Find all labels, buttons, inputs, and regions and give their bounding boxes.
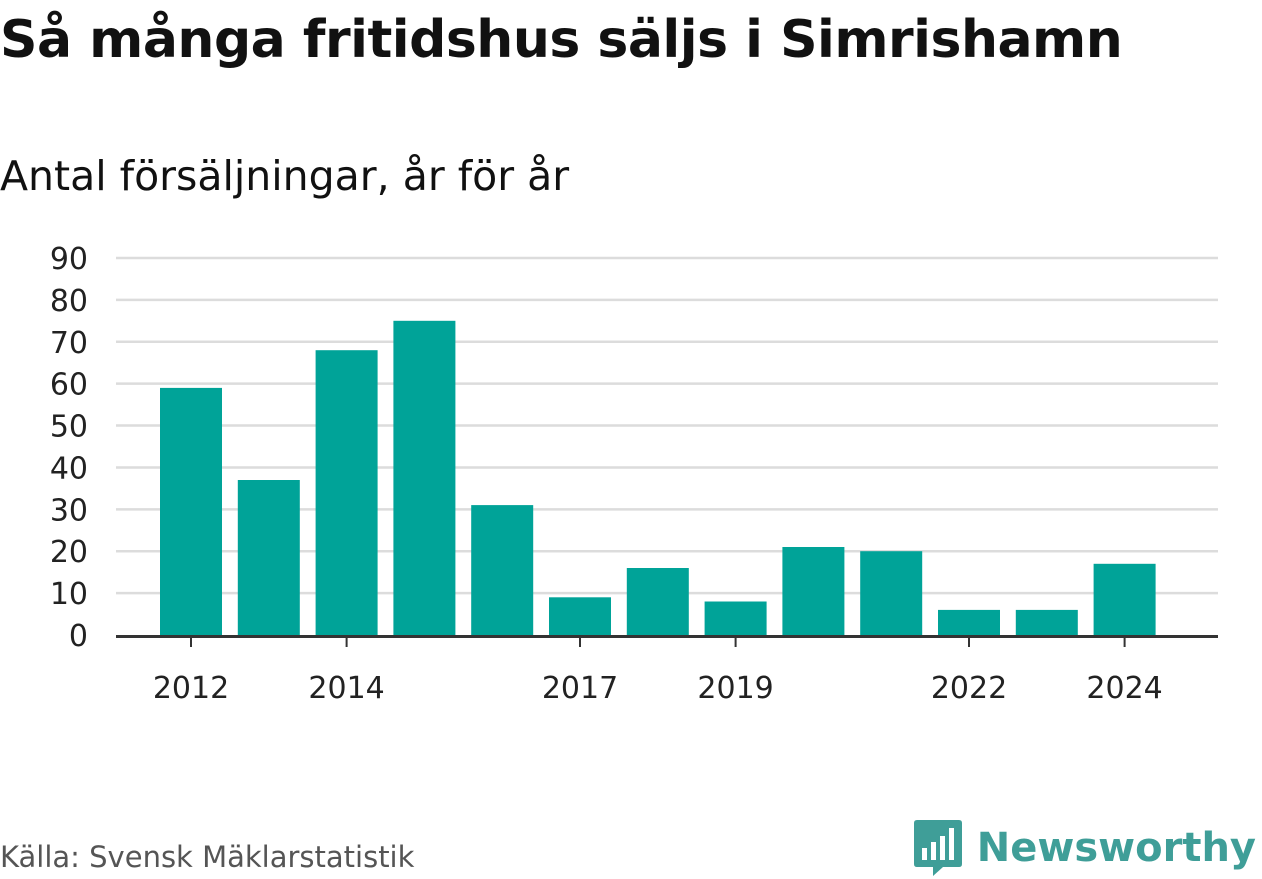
x-tick-label: 2022 bbox=[931, 671, 1007, 706]
bar-2016 bbox=[471, 505, 534, 635]
x-tick-label: 2014 bbox=[308, 671, 384, 706]
x-tick-label: 2024 bbox=[1086, 671, 1162, 706]
bar-2021 bbox=[860, 551, 923, 635]
y-tick-label: 70 bbox=[50, 326, 88, 361]
bar-2023 bbox=[1015, 609, 1078, 635]
y-tick-label: 60 bbox=[50, 368, 88, 403]
y-tick-label: 30 bbox=[50, 493, 88, 528]
y-tick-label: 20 bbox=[50, 535, 88, 570]
chart-subtitle: Antal försäljningar, år för år bbox=[0, 152, 570, 200]
y-axis-ticks: 0 10 20 30 40 50 60 70 80 90 bbox=[50, 242, 88, 654]
y-tick-label: 90 bbox=[50, 242, 88, 277]
x-axis-ticks: 2012 2014 2017 2019 2022 2024 bbox=[153, 638, 1163, 706]
bar-2017 bbox=[549, 597, 611, 635]
y-tick-label: 10 bbox=[50, 577, 88, 612]
x-tick-label: 2012 bbox=[153, 671, 229, 706]
y-tick-label: 40 bbox=[50, 451, 88, 486]
bar-2015 bbox=[393, 320, 456, 635]
bar-2019 bbox=[704, 601, 767, 635]
bar-2018 bbox=[626, 568, 689, 635]
newsworthy-logo-icon bbox=[913, 820, 962, 876]
bar-2014 bbox=[315, 350, 378, 635]
bar-2024 bbox=[1093, 563, 1156, 635]
bar-2022 bbox=[938, 609, 1000, 635]
source-note: Källa: Svensk Mäklarstatistik bbox=[0, 840, 415, 874]
y-tick-label: 0 bbox=[69, 619, 88, 654]
brand-logo[interactable]: Newsworthy bbox=[913, 818, 1256, 878]
y-tick-label: 80 bbox=[50, 284, 88, 319]
bar-2012 bbox=[160, 387, 222, 635]
x-tick-label: 2019 bbox=[697, 671, 773, 706]
x-tick-label: 2017 bbox=[542, 671, 618, 706]
bar-2020 bbox=[782, 547, 845, 635]
bar-chart: 0 10 20 30 40 50 60 70 80 90 2012 2014 2017 2019 2022… bbox=[50, 242, 1218, 706]
bar-2013 bbox=[237, 480, 300, 635]
chart-title: Så många fritidshus säljs i Simrishamn bbox=[0, 10, 1123, 70]
y-tick-label: 50 bbox=[50, 410, 88, 445]
bars bbox=[160, 320, 1156, 635]
brand-name: Newsworthy bbox=[976, 825, 1256, 871]
